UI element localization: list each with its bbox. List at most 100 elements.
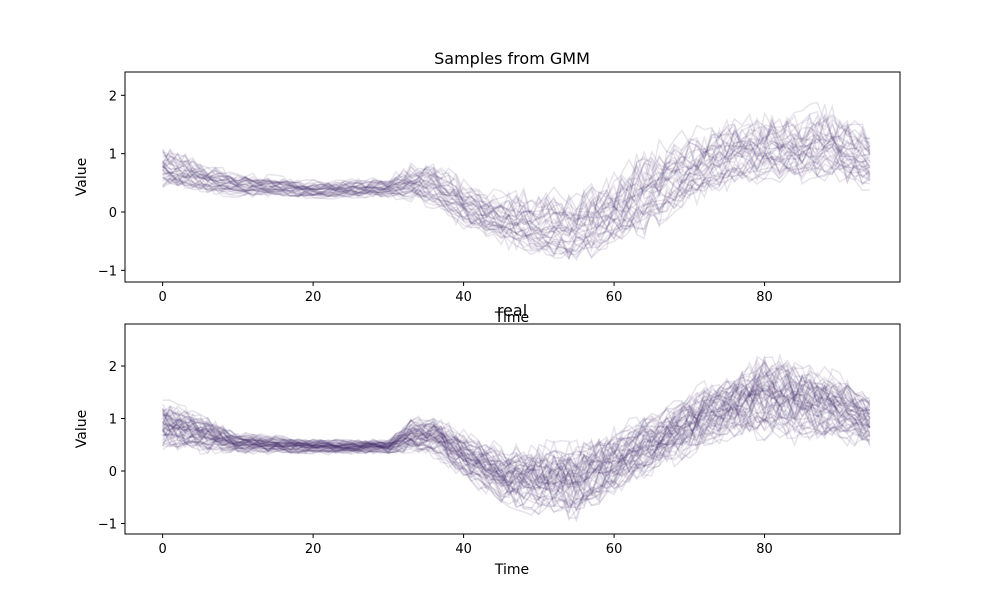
real-series-line — [162, 382, 870, 489]
gmm-x-axis-label: Time — [494, 310, 529, 326]
real-series-line — [162, 398, 871, 505]
real-series-line — [161, 379, 871, 479]
real-series-line — [162, 387, 871, 502]
real-series-line — [162, 389, 871, 489]
real-series-lines — [161, 352, 871, 523]
gmm-series-line — [162, 133, 871, 231]
real-series-line — [161, 394, 871, 513]
real-series-line — [162, 415, 871, 519]
gmm-series-lines — [161, 101, 871, 262]
gmm-x-tick-label: 20 — [305, 290, 322, 305]
gmm-y-tick-label: 2 — [109, 89, 117, 104]
gmm-series-line — [161, 103, 871, 228]
real-x-tick-label: 20 — [305, 542, 322, 557]
gmm-series-line — [162, 143, 871, 241]
gmm-y-tick-label: −1 — [98, 264, 117, 279]
real-series-line — [162, 367, 871, 469]
real-series-line — [162, 398, 871, 502]
real-series-line — [162, 369, 871, 472]
real-series-line — [162, 401, 871, 516]
real-series-line — [161, 361, 871, 489]
real-series-line — [162, 384, 871, 481]
gmm-series-line — [162, 122, 871, 236]
gmm-y-tick-label: 1 — [109, 148, 117, 163]
gmm-series-line — [162, 118, 871, 230]
gmm-series-line — [162, 143, 871, 261]
gmm-series-line — [162, 157, 871, 260]
gmm-series-line — [162, 128, 871, 233]
real-x-tick-label: 80 — [756, 542, 773, 557]
real-series-line — [162, 369, 871, 495]
gmm-series-line — [162, 114, 871, 221]
real-series-line — [162, 389, 871, 493]
gmm-series-line — [162, 150, 870, 262]
real-series-line — [162, 379, 871, 497]
real-series-line — [162, 387, 870, 490]
gmm-x-tick-label: 40 — [455, 290, 472, 305]
gmm-series-line — [162, 153, 871, 255]
gmm-series-line — [162, 155, 871, 256]
real-series-line — [162, 387, 871, 500]
real-series-line — [161, 389, 870, 514]
gmm-series-line — [162, 111, 870, 226]
real-y-tick-label: −1 — [98, 518, 117, 533]
real-series-line — [162, 359, 871, 478]
real-series-line — [161, 394, 871, 508]
real-y-tick-label: 0 — [109, 465, 117, 480]
real-series-line — [161, 360, 871, 478]
gmm-series-line — [162, 136, 871, 243]
real-series-line — [162, 403, 871, 510]
gmm-series-line — [162, 153, 871, 260]
real-series-line — [162, 384, 871, 498]
gmm-series-line — [162, 144, 871, 246]
real-y-axis-label: Value — [74, 410, 90, 448]
real-series-line — [162, 390, 871, 484]
real-series-line — [162, 354, 871, 471]
gmm-series-line — [162, 126, 871, 235]
gmm-series-line — [162, 149, 871, 252]
gmm-series-line — [162, 113, 871, 232]
real-series-line — [161, 387, 871, 496]
real-series-line — [162, 373, 871, 475]
real-series-line — [161, 372, 871, 491]
real-series-line — [161, 380, 871, 484]
gmm-series-line — [162, 110, 871, 222]
real-series-line — [162, 414, 871, 511]
real-series-line — [162, 400, 871, 507]
gmm-series-line — [162, 119, 871, 239]
real-series-line — [162, 361, 871, 483]
gmm-series-line — [162, 145, 871, 248]
real-series-line — [161, 357, 871, 468]
real-series-line — [162, 360, 871, 465]
gmm-series-line — [162, 135, 871, 245]
gmm-y-tick-label: 0 — [109, 206, 117, 221]
real-series-line — [162, 378, 871, 492]
real-series-line — [161, 364, 871, 478]
real-series-line — [162, 373, 871, 480]
gmm-x-tick-label: 80 — [756, 290, 773, 305]
gmm-series-line — [162, 144, 871, 253]
real-series-line — [162, 382, 871, 490]
gmm-series-line — [162, 161, 870, 252]
gmm-series-line — [161, 137, 871, 241]
gmm-series-line — [162, 137, 871, 237]
gmm-series-line — [161, 130, 871, 239]
real-series-line — [161, 356, 871, 473]
real-series-line — [161, 367, 871, 490]
real-series-line — [161, 408, 871, 522]
real-series-line — [162, 411, 871, 506]
gmm-y-axis-label: Value — [74, 158, 90, 196]
real-series-line — [162, 360, 871, 467]
real-y-tick-label: 2 — [109, 360, 117, 375]
real-x-axis-label: Time — [494, 562, 529, 578]
real-series-line — [161, 371, 871, 500]
gmm-series-line — [161, 101, 871, 220]
real-series-line — [161, 362, 870, 487]
gmm-series-line — [162, 128, 871, 227]
gmm-chart-title: Samples from GMM — [434, 49, 590, 68]
real-series-line — [162, 384, 871, 495]
real-series-line — [162, 369, 870, 478]
real-series-line — [162, 418, 871, 514]
